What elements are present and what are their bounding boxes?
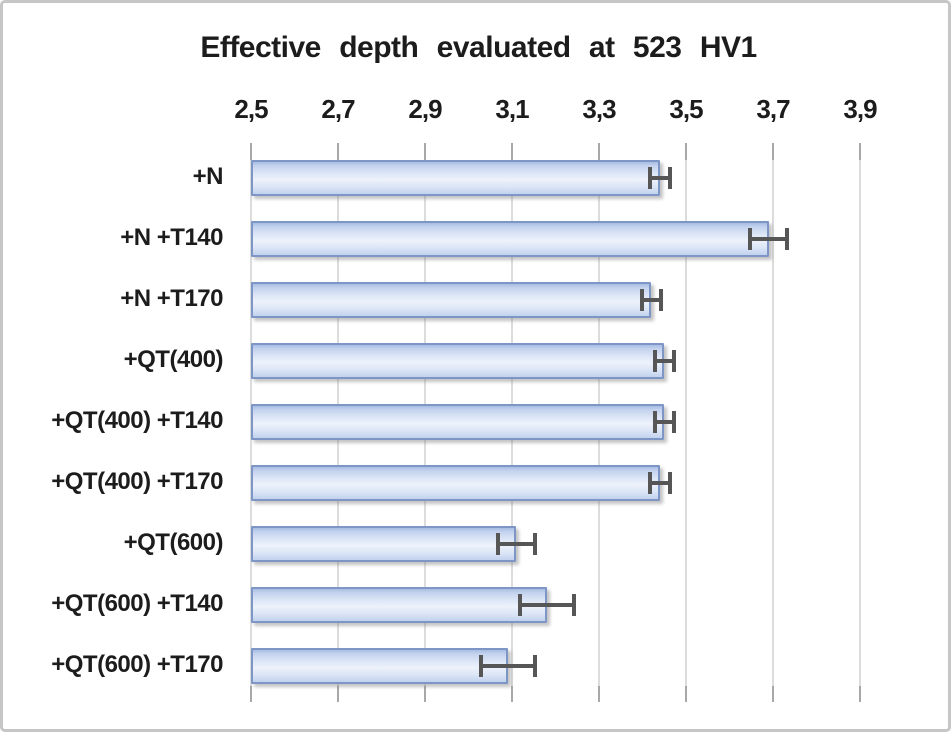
- category-label: +N +T170: [120, 285, 223, 312]
- chart-title: Effective depth evaluated at 523 HV1: [200, 31, 757, 64]
- error-bar-line: [481, 664, 534, 668]
- category-label: +QT(400) +T170: [51, 468, 223, 495]
- gridline: [685, 146, 687, 695]
- error-bar-line: [651, 481, 669, 485]
- x-tick-label: 3,7: [756, 94, 790, 124]
- axis-tick-top: [859, 143, 861, 160]
- error-bar-cap-right: [667, 167, 672, 189]
- x-tick-label: 3,9: [843, 94, 877, 124]
- x-tick-label: 2,9: [408, 94, 442, 124]
- error-bar-line: [642, 298, 660, 302]
- error-bar-line: [498, 542, 534, 546]
- bar: [251, 648, 508, 684]
- axis-tick-top: [424, 143, 426, 160]
- axis-tick-bottom: [859, 686, 861, 702]
- axis-tick-bottom: [337, 686, 339, 702]
- axis-tick-bottom: [772, 686, 774, 702]
- category-label: +QT(600) +T170: [51, 651, 223, 678]
- axis-tick-bottom: [685, 686, 687, 702]
- category-label: +QT(400) +T140: [51, 407, 223, 434]
- axis-tick-top: [772, 143, 774, 160]
- category-label: +QT(600): [123, 529, 224, 556]
- gridline: [859, 146, 861, 695]
- error-bar-cap-right: [658, 289, 663, 311]
- error-bar-line: [655, 359, 673, 363]
- bar: [251, 404, 665, 440]
- bar: [251, 282, 652, 318]
- axis-tick-top: [250, 143, 252, 160]
- error-bar-cap-right: [671, 411, 676, 433]
- error-bar-cap-right: [785, 228, 790, 250]
- error-bar-cap-right: [667, 472, 672, 494]
- category-label: +QT(600) +T140: [51, 590, 223, 617]
- error-bar-cap-right: [532, 655, 537, 677]
- error-bar-cap-right: [571, 594, 576, 616]
- bar: [251, 221, 769, 257]
- axis-tick-top: [337, 143, 339, 160]
- error-bar-cap-right: [532, 533, 537, 555]
- error-bar-cap-left: [648, 472, 653, 494]
- error-bar-cap-left: [748, 228, 753, 250]
- x-tick-label: 3,5: [669, 94, 703, 124]
- error-bar-cap-left: [495, 533, 500, 555]
- axis-tick-top: [685, 143, 687, 160]
- error-bar-cap-left: [517, 594, 522, 616]
- axis-tick-top: [511, 143, 513, 160]
- category-label: +N: [192, 163, 224, 190]
- error-bar-cap-right: [671, 350, 676, 372]
- axis-tick-bottom: [250, 686, 252, 702]
- error-bar-cap-left: [652, 411, 657, 433]
- gridline: [772, 146, 774, 695]
- axis-tick-bottom: [511, 686, 513, 702]
- error-bar-line: [655, 420, 673, 424]
- bar: [251, 587, 547, 623]
- error-bar-cap-left: [639, 289, 644, 311]
- axis-tick-top: [598, 143, 600, 160]
- x-tick-label: 3,3: [582, 94, 616, 124]
- x-tick-label: 3,1: [495, 94, 529, 124]
- x-tick-label: 2,7: [321, 94, 355, 124]
- error-bar-cap-left: [478, 655, 483, 677]
- axis-tick-bottom: [598, 686, 600, 702]
- error-bar-line: [520, 603, 573, 607]
- error-bar-cap-left: [652, 350, 657, 372]
- error-bar-line: [651, 176, 669, 180]
- axis-tick-bottom: [424, 686, 426, 702]
- x-tick-label: 2,5: [234, 94, 268, 124]
- bar: [251, 526, 517, 562]
- bar: [251, 343, 665, 379]
- category-label: +N +T140: [120, 224, 223, 251]
- error-bar-cap-left: [648, 167, 653, 189]
- error-bar-line: [751, 237, 787, 241]
- bar: [251, 465, 660, 501]
- category-label: +QT(400): [123, 346, 224, 373]
- bar: [251, 160, 660, 196]
